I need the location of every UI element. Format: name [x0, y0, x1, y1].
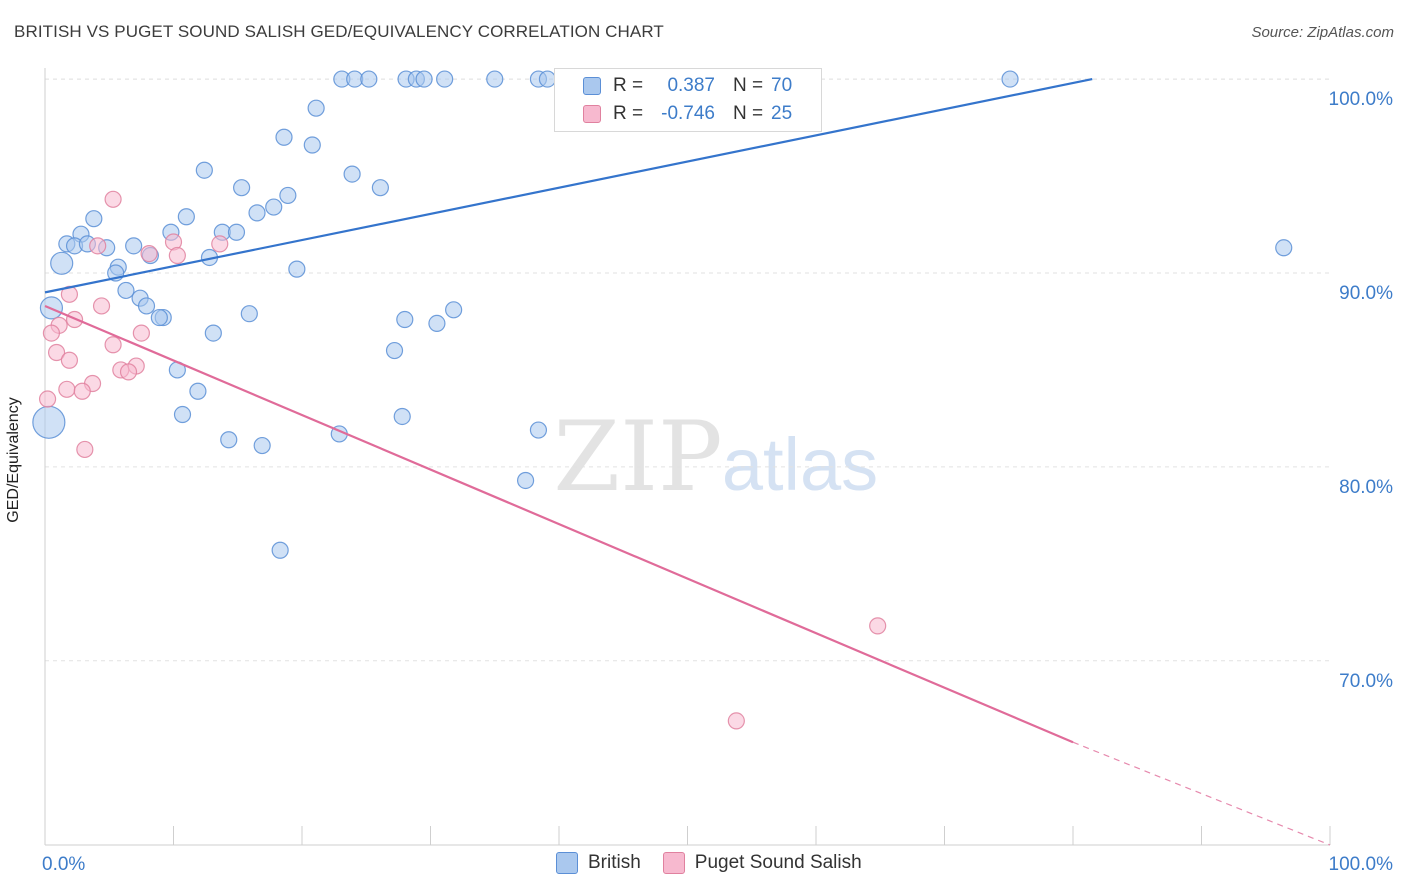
british-point [445, 301, 463, 319]
british-point [271, 541, 289, 559]
salish-point [38, 390, 57, 408]
salish-point [89, 237, 107, 255]
british-point [529, 421, 548, 439]
stats-row-british: R = 0.387 N = 70 [555, 72, 821, 100]
grid [45, 78, 1330, 662]
salish-trend-line [44, 304, 1074, 744]
british-point [189, 382, 207, 400]
british-swatch [583, 77, 601, 95]
british-point [371, 179, 389, 197]
source-label: Source: ZipAtlas.com [1251, 24, 1394, 41]
british-point [240, 305, 258, 323]
salish-point [727, 712, 745, 730]
salish-point [168, 246, 186, 265]
british-r-value: 0.387 [667, 75, 715, 96]
legend-item-british[interactable]: British [556, 852, 641, 874]
salish-point [869, 617, 887, 635]
british-n-label: N = [733, 75, 764, 96]
points-layer [32, 70, 1293, 730]
series-legend: British Puget Sound Salish [556, 852, 884, 874]
salish-point [73, 382, 91, 400]
legend-british-label: British [588, 852, 641, 873]
salish-n-value: 25 [771, 103, 793, 124]
british-point [1001, 70, 1019, 88]
legend-british-swatch [556, 852, 578, 874]
british-point [233, 179, 251, 197]
salish-point [104, 336, 122, 354]
salish-point [211, 235, 229, 253]
british-point [343, 165, 361, 183]
watermark: ZIP atlas [553, 401, 878, 513]
salish-point [58, 380, 76, 398]
british-point [288, 260, 306, 278]
british-point [117, 281, 135, 300]
british-point [428, 314, 446, 333]
british-point [307, 99, 325, 117]
british-point [125, 237, 143, 255]
british-point [486, 70, 504, 88]
watermark-atlas: atlas [722, 423, 878, 506]
british-point [177, 208, 195, 226]
salish-point [60, 351, 79, 369]
british-point [265, 198, 283, 216]
british-n-value: 70 [771, 75, 793, 96]
x-tick-label: 100.0% [1329, 854, 1394, 875]
salish-point [42, 324, 61, 342]
legend-salish-label: Puget Sound Salish [694, 852, 862, 873]
british-point [50, 251, 74, 275]
salish-r-label: R = [613, 103, 644, 124]
british-point [396, 310, 414, 329]
british-trend-line [44, 78, 1093, 294]
british-point [303, 136, 321, 154]
chart-title: BRITISH VS PUGET SOUND SALISH GED/EQUIVA… [14, 22, 664, 41]
british-r-label: R = [613, 75, 644, 96]
x-tick-label: 0.0% [42, 854, 85, 875]
british-point [385, 341, 404, 360]
legend-salish-swatch [662, 852, 685, 874]
salish-n-label: N = [733, 103, 764, 124]
legend-item-salish[interactable]: Puget Sound Salish [662, 852, 862, 874]
salish-point [47, 343, 66, 362]
salish-point [119, 363, 138, 381]
salish-point [140, 244, 158, 263]
british-point [360, 70, 378, 88]
british-point [204, 324, 222, 342]
salish-swatch [583, 105, 601, 123]
british-point [436, 70, 454, 88]
tick-labels: 70.0% 80.0% 90.0% 100.0% 0.0% 100.0% [42, 89, 1393, 875]
british-point [32, 405, 66, 439]
british-point [279, 186, 297, 205]
salish-point [92, 297, 111, 315]
y-tick-label: 100.0% [1329, 89, 1394, 110]
british-point [173, 405, 192, 424]
salish-trend-extension [1072, 741, 1331, 846]
british-point [85, 210, 103, 228]
y-tick-label: 90.0% [1339, 283, 1393, 304]
british-point [227, 223, 246, 241]
watermark-zip: ZIP [553, 401, 722, 513]
british-point [516, 471, 535, 490]
salish-point [104, 190, 122, 208]
axes [44, 68, 1331, 846]
salish-r-value: -0.746 [661, 103, 715, 124]
british-point [137, 297, 156, 315]
stats-row-salish: R = -0.746 N = 25 [555, 100, 821, 128]
british-point [253, 436, 271, 455]
y-tick-label: 70.0% [1339, 671, 1393, 692]
y-tick-label: 80.0% [1339, 477, 1393, 498]
stats-legend: R = 0.387 N = 70 R = -0.746 N = 25 [554, 68, 822, 132]
british-point [275, 128, 293, 146]
british-point [1275, 239, 1293, 257]
salish-point [132, 324, 150, 342]
british-point [195, 161, 213, 179]
british-point [150, 308, 168, 327]
british-point [248, 204, 266, 222]
salish-point [76, 440, 94, 459]
british-point [220, 431, 238, 449]
british-point [393, 407, 411, 426]
british-point [415, 70, 433, 88]
trend-lines [44, 78, 1331, 846]
